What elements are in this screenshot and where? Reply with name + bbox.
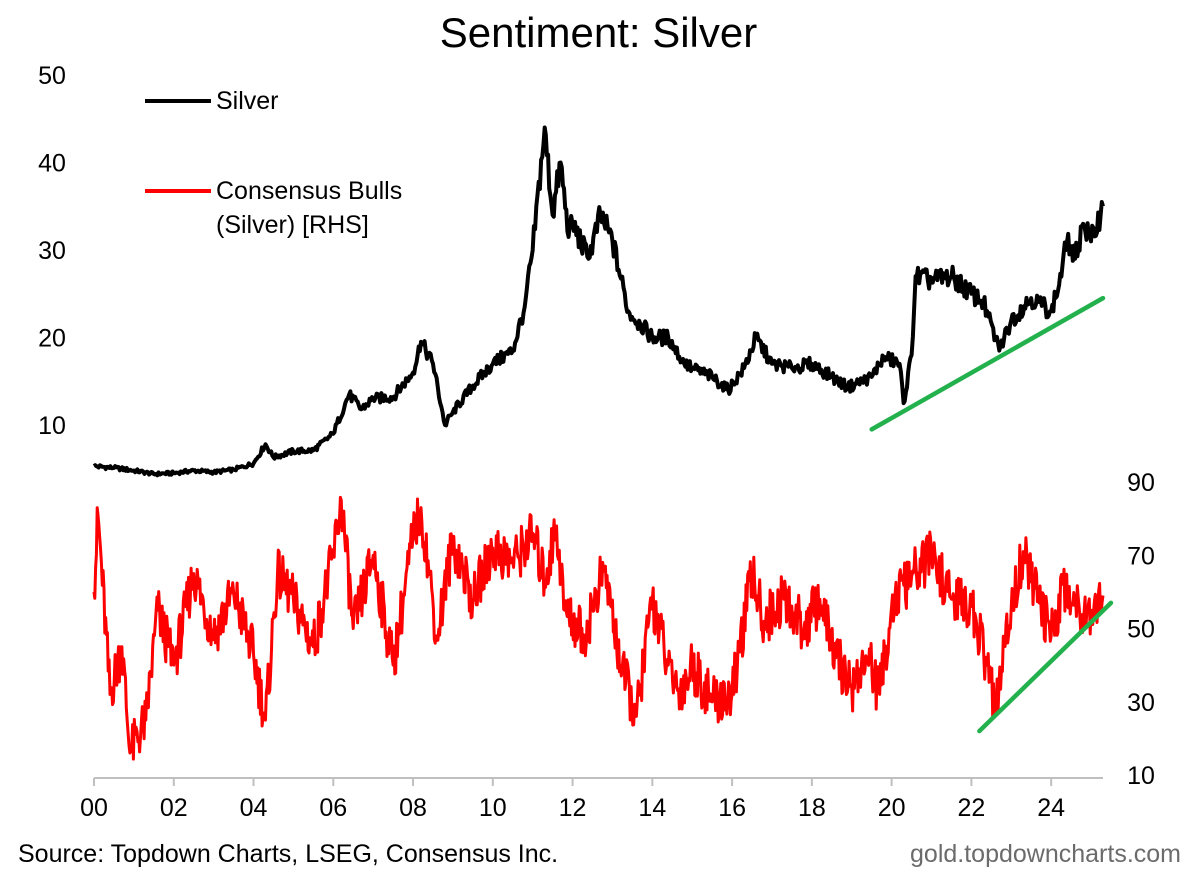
x-tick-label: 16 (718, 794, 746, 822)
right-axis-tick-label: 70 (1127, 542, 1155, 570)
legend-bulls-swatch (145, 189, 211, 193)
source-note: Source: Topdown Charts, LSEG, Consensus … (18, 840, 559, 868)
left-axis-tick-label: 50 (38, 62, 66, 90)
x-tick-label: 14 (638, 794, 666, 822)
series-consensus-bulls-line (92, 495, 1105, 761)
legend-silver-swatch (145, 99, 211, 103)
x-tick-label: 10 (479, 794, 507, 822)
right-axis-tick-label: 10 (1127, 762, 1155, 790)
x-tick-label: 08 (399, 794, 427, 822)
x-tick-label: 02 (160, 794, 188, 822)
x-tick-label: 22 (957, 794, 985, 822)
legend-silver-label: Silver (216, 87, 279, 115)
legend-bulls-label: Consensus Bulls (Silver) [RHS] (216, 177, 403, 239)
trendline-silver (869, 295, 1106, 432)
x-tick-label: 00 (80, 794, 108, 822)
left-axis-tick-label: 30 (38, 237, 66, 265)
x-tick-label: 04 (240, 794, 268, 822)
x-tick-label: 06 (319, 794, 347, 822)
right-axis-tick-label: 90 (1127, 469, 1155, 497)
left-axis-tick-label: 10 (38, 412, 66, 440)
x-tick-label: 12 (559, 794, 587, 822)
site-url: gold.topdowncharts.com (910, 840, 1181, 868)
series-silver-line (92, 125, 1105, 478)
chart-title: Sentiment: Silver (439, 9, 758, 56)
right-axis-tick-label: 50 (1127, 616, 1155, 644)
x-tick-label: 24 (1037, 794, 1065, 822)
x-tick-label: 20 (878, 794, 906, 822)
left-axis-tick-label: 20 (38, 325, 66, 353)
right-axis-tick-label: 30 (1127, 689, 1155, 717)
left-axis-tick-label: 40 (38, 150, 66, 178)
x-tick-label: 18 (798, 794, 826, 822)
trendline-bulls (977, 600, 1114, 734)
